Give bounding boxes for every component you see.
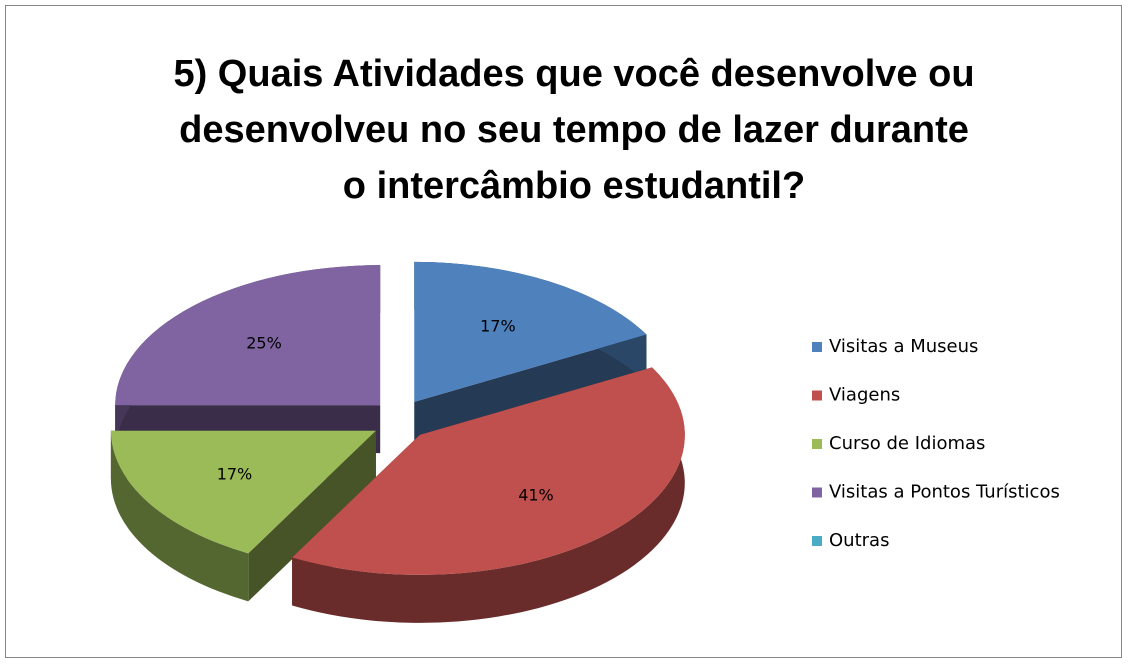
data-label: 25% (246, 333, 282, 352)
slice-group (292, 367, 685, 623)
data-label: 41% (518, 486, 554, 505)
legend-swatch (812, 439, 822, 449)
slice-wall (110, 430, 249, 602)
data-label: 17% (480, 317, 516, 336)
slice (110, 430, 376, 554)
legend-label: Viagens (829, 385, 900, 406)
slice-group (110, 430, 376, 602)
legend-swatch (812, 536, 822, 546)
legend-swatch (812, 390, 822, 401)
chart-title: 5) Quais Atividades que você desenvolve … (173, 53, 974, 95)
legend-label: Visitas a Museus (829, 336, 978, 357)
legend-label: Curso de Idiomas (829, 433, 985, 454)
chart-title: desenvolveu no seu tempo de lazer durant… (179, 109, 969, 151)
slice (292, 367, 685, 575)
legend-label: Visitas a Pontos Turísticos (829, 482, 1060, 503)
data-label: 17% (217, 464, 253, 483)
chart-title: o intercâmbio estudantil? (343, 165, 805, 207)
legend-label: Outras (829, 530, 889, 551)
legend-swatch (812, 342, 822, 352)
slice-wall (292, 367, 685, 623)
slice (414, 261, 647, 402)
legend-swatch (812, 487, 822, 498)
slice (115, 265, 381, 406)
